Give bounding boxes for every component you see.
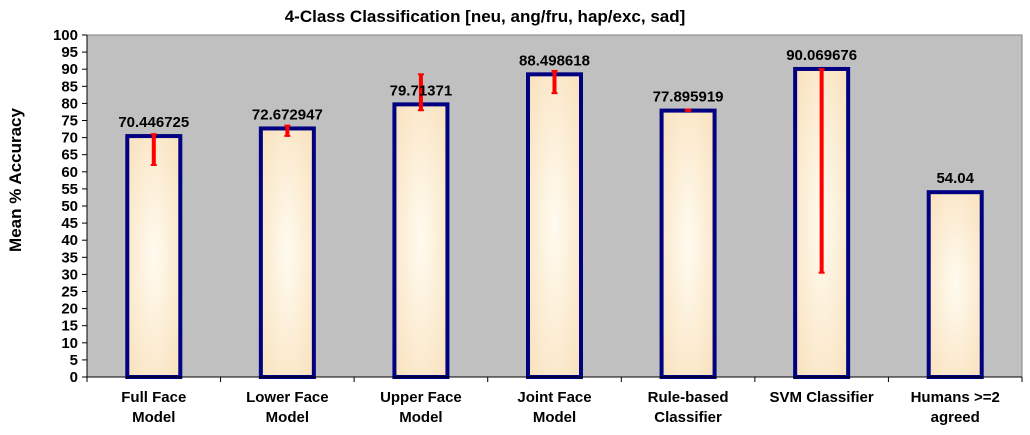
y-tick-label: 85	[61, 78, 78, 95]
y-tick-label: 60	[61, 164, 78, 181]
y-tick-label: 50	[61, 198, 78, 215]
x-tick-label: Lower Face Model	[246, 389, 329, 426]
x-tick-label: SVM Classifier	[770, 389, 874, 406]
y-tick-label: 55	[61, 181, 78, 198]
data-label: 90.069676	[786, 47, 857, 64]
y-tick-label: 5	[70, 352, 78, 369]
y-tick-label: 0	[70, 369, 78, 386]
bar	[662, 111, 715, 377]
y-tick-label: 100	[53, 27, 78, 44]
data-label: 70.446725	[118, 114, 189, 131]
data-label: 72.672947	[252, 106, 323, 123]
y-tick-label: 75	[61, 113, 78, 130]
y-tick-label: 70	[61, 130, 78, 147]
y-axis-label: Mean % Accuracy	[6, 107, 25, 251]
y-tick-label: 20	[61, 301, 78, 318]
bar	[528, 74, 581, 377]
y-tick-label: 45	[61, 215, 78, 232]
y-tick-label: 40	[61, 232, 78, 249]
x-tick-label: Rule-based Classifier	[648, 389, 729, 426]
x-axis: Full Face Model Lower Face Model Upper Face M…	[87, 377, 1022, 426]
bar	[261, 128, 314, 377]
y-axis: 0510152025303540455055606570758085909510…	[53, 27, 87, 386]
data-label: 79.71371	[390, 82, 453, 99]
bar	[127, 136, 180, 377]
y-tick-label: 30	[61, 266, 78, 283]
x-tick-label: Full Face Model	[121, 389, 186, 426]
x-tick-label: Joint Face Model	[517, 389, 591, 426]
y-tick-label: 25	[61, 284, 78, 301]
data-label: 88.498618	[519, 52, 590, 69]
bar	[929, 192, 982, 377]
y-tick-label: 15	[61, 318, 78, 335]
y-tick-label: 90	[61, 61, 78, 78]
data-label: 54.04	[936, 170, 974, 187]
bar	[394, 104, 447, 377]
y-tick-label: 65	[61, 147, 78, 164]
y-tick-label: 80	[61, 95, 78, 112]
x-tick-label: Humans >=2 agreed	[911, 389, 1000, 426]
y-tick-label: 10	[61, 335, 78, 352]
chart-title: 4-Class Classification [neu, ang/fru, ha…	[285, 7, 686, 26]
x-tick-label: Upper Face Model	[380, 389, 462, 426]
data-label: 77.895919	[653, 89, 724, 106]
y-tick-label: 95	[61, 44, 78, 61]
y-tick-label: 35	[61, 249, 78, 266]
